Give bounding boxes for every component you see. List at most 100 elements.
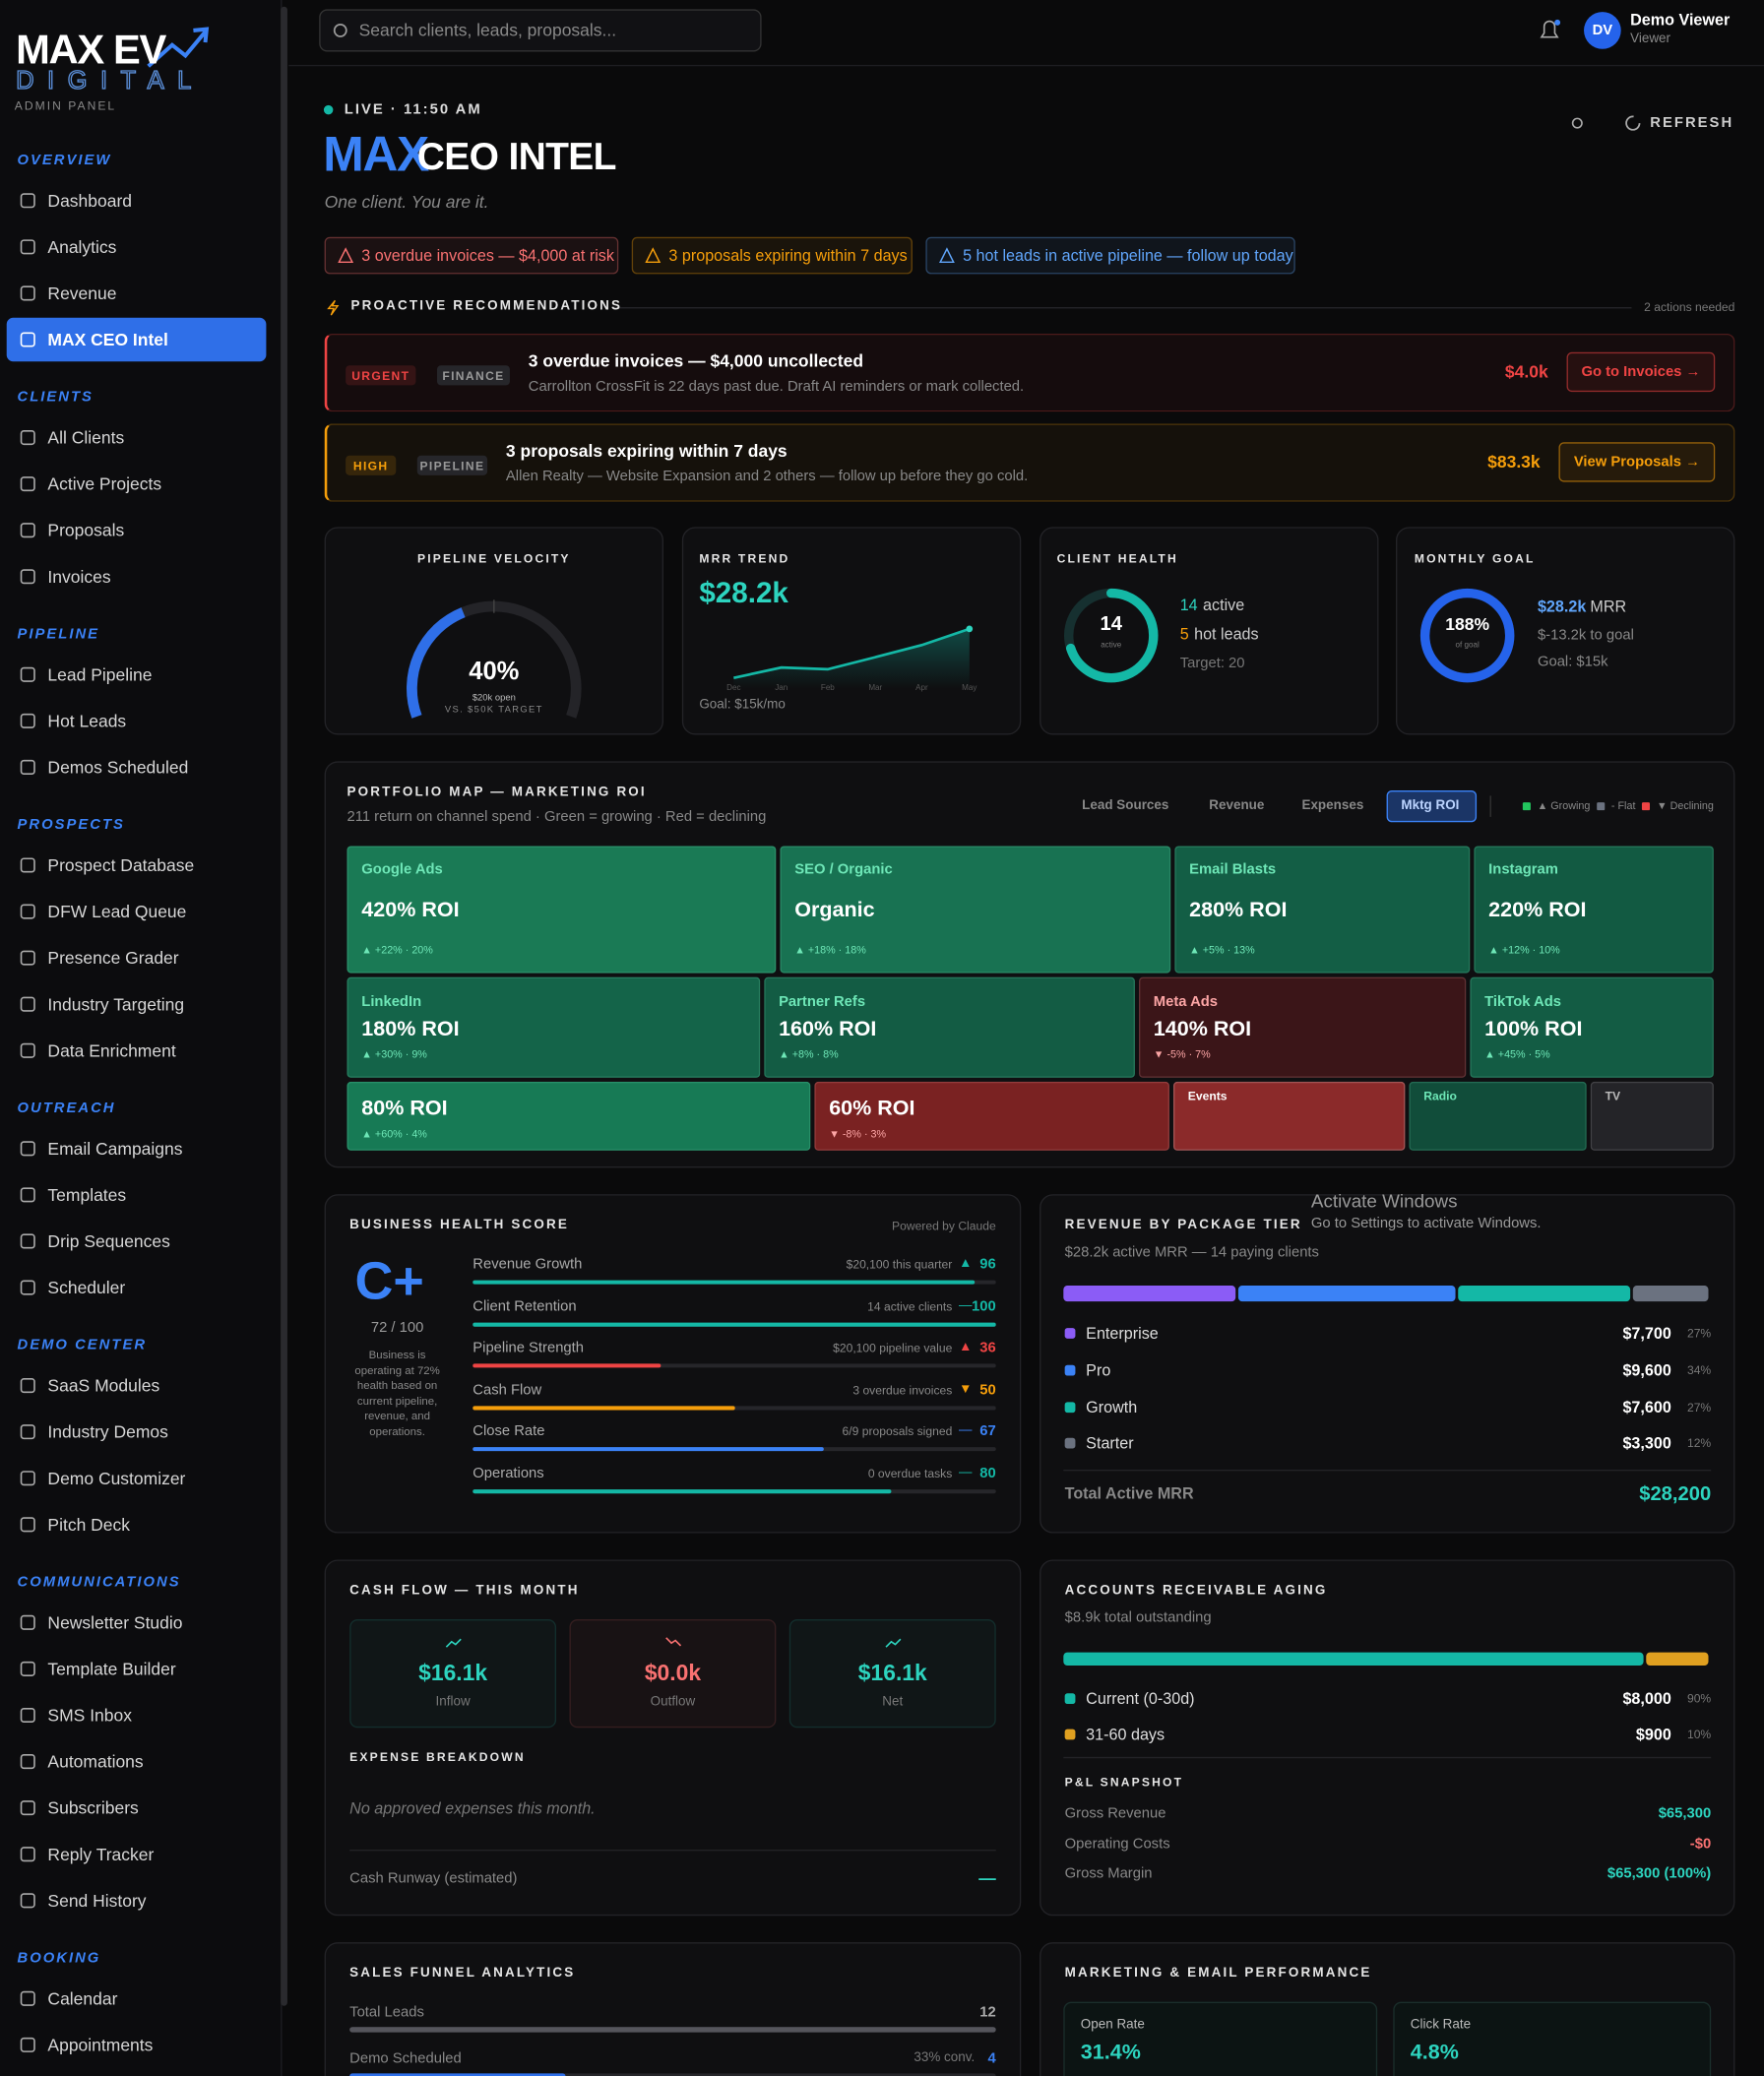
nav-item[interactable]: Automations — [47, 1750, 144, 1771]
treemap-tile[interactable] — [764, 976, 1135, 1078]
nav-item[interactable]: Subscribers — [47, 1796, 139, 1818]
treemap-tile[interactable] — [346, 846, 777, 974]
rec-action[interactable]: View Proposals → — [1573, 454, 1700, 471]
nav-item[interactable]: Scheduler — [47, 1277, 126, 1297]
treemap-tile[interactable] — [1172, 1081, 1406, 1151]
badge — [436, 365, 510, 386]
nav-item[interactable]: Proposals — [47, 519, 125, 540]
cash-label: Net — [882, 1694, 904, 1710]
metric-trend: ▼ — [959, 1381, 973, 1397]
tile-name: Partner Refs — [779, 994, 866, 1011]
ar-card — [1040, 1559, 1735, 1917]
nav-item[interactable]: Presence Grader — [47, 947, 179, 968]
tab[interactable]: Expenses — [1301, 798, 1364, 813]
text: active — [1203, 596, 1245, 615]
search-box[interactable] — [319, 9, 762, 52]
rec-title: 3 proposals expiring within 7 days — [505, 440, 788, 462]
nav-item[interactable]: Active Projects — [47, 472, 162, 494]
nav-item[interactable]: Pitch Deck — [47, 1514, 131, 1535]
tab[interactable]: Mktg ROI — [1401, 798, 1460, 813]
month-label: Apr — [915, 684, 928, 693]
rec-action[interactable]: Go to Invoices → — [1581, 363, 1701, 381]
nav-item[interactable]: Calendar — [47, 1987, 118, 2008]
runway-label: Cash Runway (estimated) — [349, 1870, 518, 1887]
metric-detail: $20,100 pipeline value — [833, 1341, 953, 1354]
rec-button[interactable] — [1566, 351, 1716, 393]
stage-name: Total Leads — [349, 2004, 424, 2021]
tile-change: ▲ +5% · 13% — [1189, 944, 1255, 957]
tile-name: Events — [1187, 1089, 1228, 1103]
search-placeholder[interactable]: Search clients, leads, proposals... — [358, 20, 617, 40]
tier-segment — [1237, 1286, 1456, 1302]
nav-item[interactable]: Reply Tracker — [47, 1843, 155, 1864]
nav-item[interactable]: Newsletter Studio — [47, 1611, 183, 1632]
treemap-tile[interactable] — [1590, 1081, 1714, 1151]
tagline: One client. You are it. — [324, 192, 489, 213]
user-name: Demo Viewer — [1630, 10, 1731, 30]
nav-item[interactable]: MAX CEO Intel — [47, 329, 168, 349]
tile-value: Organic — [794, 899, 875, 922]
nav-section: PROSPECTS — [17, 816, 125, 834]
tab-active[interactable] — [1386, 789, 1478, 823]
nav-item[interactable]: Invoices — [47, 566, 111, 587]
nav-section: OVERVIEW — [17, 152, 112, 168]
nav-item[interactable]: Drip Sequences — [47, 1230, 170, 1251]
treemap-tile[interactable] — [346, 1081, 811, 1151]
metric-name: Operations — [472, 1465, 544, 1481]
nav-item[interactable]: Send History — [47, 1890, 147, 1911]
nav-item[interactable]: Email Campaigns — [47, 1138, 183, 1159]
tier-share: 27% — [1686, 1400, 1712, 1414]
tile-name: TV — [1605, 1089, 1621, 1103]
treemap-tile[interactable] — [780, 846, 1171, 974]
nav-item[interactable]: All Clients — [47, 426, 125, 447]
nav-item[interactable]: Demos Scheduled — [47, 756, 189, 777]
metric-name: Client Retention — [472, 1297, 577, 1314]
tile-value: 31.4% — [1080, 2042, 1141, 2064]
tile-value: 420% ROI — [361, 899, 460, 922]
treemap-tile[interactable] — [1139, 976, 1467, 1078]
treemap-tile[interactable] — [1409, 1081, 1587, 1151]
nav-item[interactable]: Demo Customizer — [47, 1467, 186, 1488]
metric-score: 50 — [979, 1381, 996, 1398]
text: hot leads — [1194, 624, 1259, 644]
nav-item[interactable]: Lead Pipeline — [47, 663, 153, 684]
total-value: $28,200 — [1639, 1482, 1712, 1506]
metric-trend: — — [959, 1422, 973, 1438]
nav-item[interactable]: Templates — [47, 1184, 127, 1205]
rec-button[interactable] — [1558, 442, 1716, 482]
nav-item[interactable]: Dashboard — [47, 190, 133, 211]
divider — [349, 1850, 996, 1852]
nav-item[interactable]: Template Builder — [47, 1658, 176, 1678]
nav-item[interactable]: Hot Leads — [47, 710, 127, 730]
nav-item[interactable]: Appointments — [47, 2034, 154, 2054]
alert — [925, 236, 1295, 275]
tile-value: 100% ROI — [1484, 1018, 1583, 1041]
nav-item[interactable]: Industry Demos — [47, 1420, 168, 1442]
treemap-tile[interactable] — [1474, 846, 1714, 974]
nav-item[interactable]: Industry Targeting — [47, 993, 185, 1014]
treemap-tile[interactable] — [814, 1081, 1169, 1151]
nav-item[interactable]: SaaS Modules — [47, 1374, 160, 1395]
nav-section: BOOKING — [17, 1950, 101, 1967]
tile-value: 140% ROI — [1153, 1018, 1252, 1041]
nav-item[interactable]: Revenue — [47, 283, 117, 303]
tile-name: TikTok Ads — [1484, 994, 1561, 1011]
nav-item[interactable]: Prospect Database — [47, 854, 195, 875]
nav-item[interactable]: Analytics — [47, 236, 117, 257]
refresh[interactable]: REFRESH — [1650, 115, 1734, 132]
treemap-tile[interactable] — [1174, 846, 1471, 974]
nav-item[interactable]: Data Enrichment — [47, 1039, 176, 1060]
scrollbar — [281, 6, 287, 2006]
treemap-tile[interactable] — [1470, 976, 1714, 1078]
tab[interactable]: Lead Sources — [1082, 798, 1169, 813]
metric-score: 96 — [979, 1256, 996, 1273]
metric-track — [472, 1363, 996, 1368]
tile-name: Email Blasts — [1189, 861, 1277, 878]
treemap-tile[interactable] — [346, 976, 761, 1078]
tab[interactable]: Revenue — [1209, 798, 1265, 813]
ar-share: 90% — [1686, 1691, 1712, 1706]
nav-section: OUTREACH — [17, 1100, 116, 1116]
nav-item[interactable]: SMS Inbox — [47, 1704, 132, 1725]
nav-item[interactable]: DFW Lead Queue — [47, 901, 187, 921]
category: FINANCE — [442, 368, 505, 383]
